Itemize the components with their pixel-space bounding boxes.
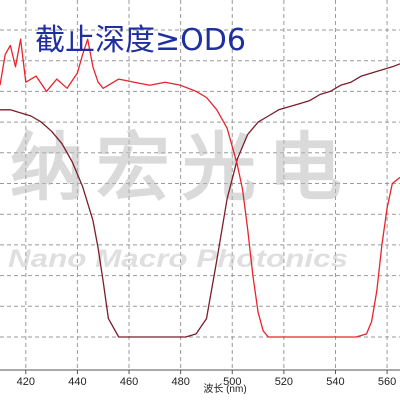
- series-line-2: [0, 38, 400, 338]
- chart-title: 截止深度≥OD6: [35, 23, 246, 58]
- watermark: 纳 宏 光 电 Nano Macro Photonics: [8, 125, 348, 273]
- x-tick-label: 480: [171, 376, 189, 388]
- watermark-text: Nano Macro Photonics: [8, 245, 348, 273]
- watermark-char-3: 光: [182, 125, 256, 211]
- x-tick-label: 540: [326, 376, 344, 388]
- series-line-1: [0, 63, 400, 338]
- x-tick-label: 460: [120, 376, 138, 388]
- x-tick-label: 520: [275, 376, 293, 388]
- grid-layer: [0, 0, 400, 370]
- watermark-char-4: 电: [268, 125, 342, 211]
- x-tick-label: 500: [223, 376, 241, 388]
- x-tick-labels: 420 440 460 480 500 520 540 560: [17, 370, 396, 388]
- x-tick-label: 440: [68, 376, 86, 388]
- watermark-char-2: 宏: [96, 125, 170, 211]
- watermark-char-1: 纳: [10, 125, 84, 211]
- series-layer: [0, 38, 400, 338]
- x-axis-label: 波长 (nm): [203, 382, 246, 395]
- x-tick-label: 420: [17, 376, 35, 388]
- x-tick-label: 560: [378, 376, 396, 388]
